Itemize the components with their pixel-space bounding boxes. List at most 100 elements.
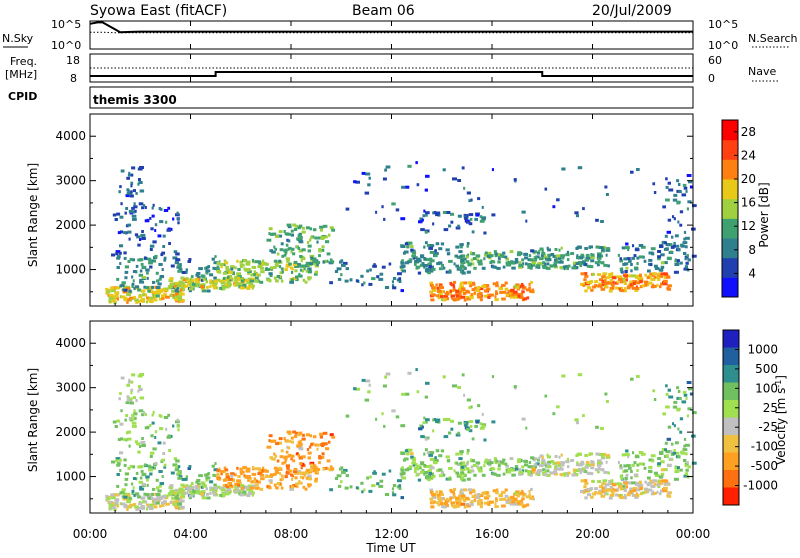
velocity-cell — [345, 414, 350, 418]
power-cell — [425, 211, 430, 215]
power-cell — [625, 266, 629, 270]
power-cell — [630, 269, 633, 273]
power-cell — [558, 260, 564, 264]
power-cell — [424, 188, 428, 192]
velocity-cell — [586, 493, 592, 497]
velocity-cell — [625, 449, 629, 453]
power-cell — [316, 263, 319, 267]
power-cell — [275, 279, 278, 283]
power-cell — [517, 251, 522, 255]
power-cell — [499, 290, 503, 294]
velocity-cell — [138, 388, 143, 391]
power-cell — [419, 263, 423, 267]
power-colorbar-swatch — [722, 277, 738, 298]
velocity-cell — [514, 467, 519, 471]
velocity-cell — [159, 482, 164, 486]
power-cell — [408, 258, 413, 262]
power-cell — [686, 254, 689, 257]
velocity-cell — [517, 501, 521, 505]
velocity-cell — [586, 471, 592, 475]
velocity-cell — [176, 499, 182, 503]
power-cell — [601, 248, 604, 251]
power-cell — [475, 288, 481, 292]
power-cell — [431, 293, 435, 297]
velocity-cell — [420, 470, 425, 474]
power-cell — [647, 269, 651, 273]
velocity-cell — [641, 491, 645, 495]
velocity-cell — [526, 495, 531, 499]
power-cell — [478, 291, 483, 295]
power-cell — [636, 256, 640, 260]
velocity-cell — [687, 465, 691, 469]
velocity-cell — [542, 468, 546, 472]
velocity-cell — [484, 458, 488, 462]
power-cell — [437, 289, 442, 293]
velocity-colorbar-tick-label: 1000 — [747, 342, 778, 356]
velocity-cell — [584, 465, 589, 469]
velocity-cell — [412, 463, 416, 467]
power-cell — [305, 264, 310, 268]
power-cell — [385, 165, 391, 169]
power-cell — [307, 276, 312, 280]
velocity-cell — [385, 372, 391, 376]
power-cell — [676, 261, 679, 265]
power-cell — [131, 166, 136, 170]
velocity-cell — [307, 474, 312, 478]
velocity-cell — [608, 480, 611, 483]
power-cell — [521, 262, 525, 266]
velocity-cell — [558, 455, 561, 459]
power-cell — [132, 270, 137, 273]
power-cell — [604, 276, 610, 280]
velocity-cell — [538, 469, 542, 472]
header-beam: Beam 06 — [352, 3, 415, 19]
power-cell — [657, 255, 661, 259]
velocity-cell — [428, 472, 433, 475]
power-cell — [624, 287, 627, 291]
power-cell — [636, 262, 639, 266]
velocity-cell — [145, 475, 150, 479]
power-cell — [242, 283, 247, 287]
power-cell — [596, 263, 600, 267]
velocity-cell — [507, 467, 513, 471]
freq-right-tick-bottom: 0 — [708, 72, 715, 85]
velocity-cell — [692, 411, 697, 415]
power-cell — [427, 262, 432, 266]
velocity-cell — [353, 387, 357, 391]
velocity-cell — [133, 494, 136, 497]
power-cell — [420, 254, 425, 258]
power-cell — [288, 262, 292, 266]
power-cell — [126, 191, 131, 195]
velocity-cell — [495, 459, 498, 463]
velocity-cell — [415, 464, 421, 468]
power-cell — [142, 204, 146, 208]
power-cell — [361, 283, 364, 287]
velocity-cell — [305, 433, 310, 437]
power-cell — [656, 276, 661, 280]
velocity-cell — [213, 486, 218, 490]
velocity-cell — [467, 460, 470, 464]
velocity-colorbar-swatch — [723, 330, 739, 348]
velocity-cell — [237, 475, 241, 478]
power-cell — [132, 217, 137, 221]
power-cell — [146, 276, 149, 280]
power-cell — [491, 168, 494, 172]
power-cell — [292, 277, 297, 280]
power-cell — [149, 300, 154, 303]
power-cell — [129, 257, 133, 261]
power-cell — [676, 201, 680, 205]
velocity-cell — [349, 485, 353, 489]
velocity-cell — [432, 429, 435, 433]
velocity-cell — [175, 465, 178, 469]
power-cell — [209, 279, 213, 283]
velocity-cell — [175, 493, 180, 497]
power-cell — [121, 295, 126, 299]
power-cell — [553, 264, 556, 268]
velocity-cell — [253, 477, 257, 481]
velocity-cell — [127, 437, 132, 441]
power-cell — [672, 198, 678, 202]
velocity-cell — [605, 460, 608, 464]
velocity-cell — [457, 497, 462, 501]
velocity-cell — [423, 452, 426, 456]
power-cell — [445, 248, 450, 252]
velocity-cell — [192, 489, 196, 493]
